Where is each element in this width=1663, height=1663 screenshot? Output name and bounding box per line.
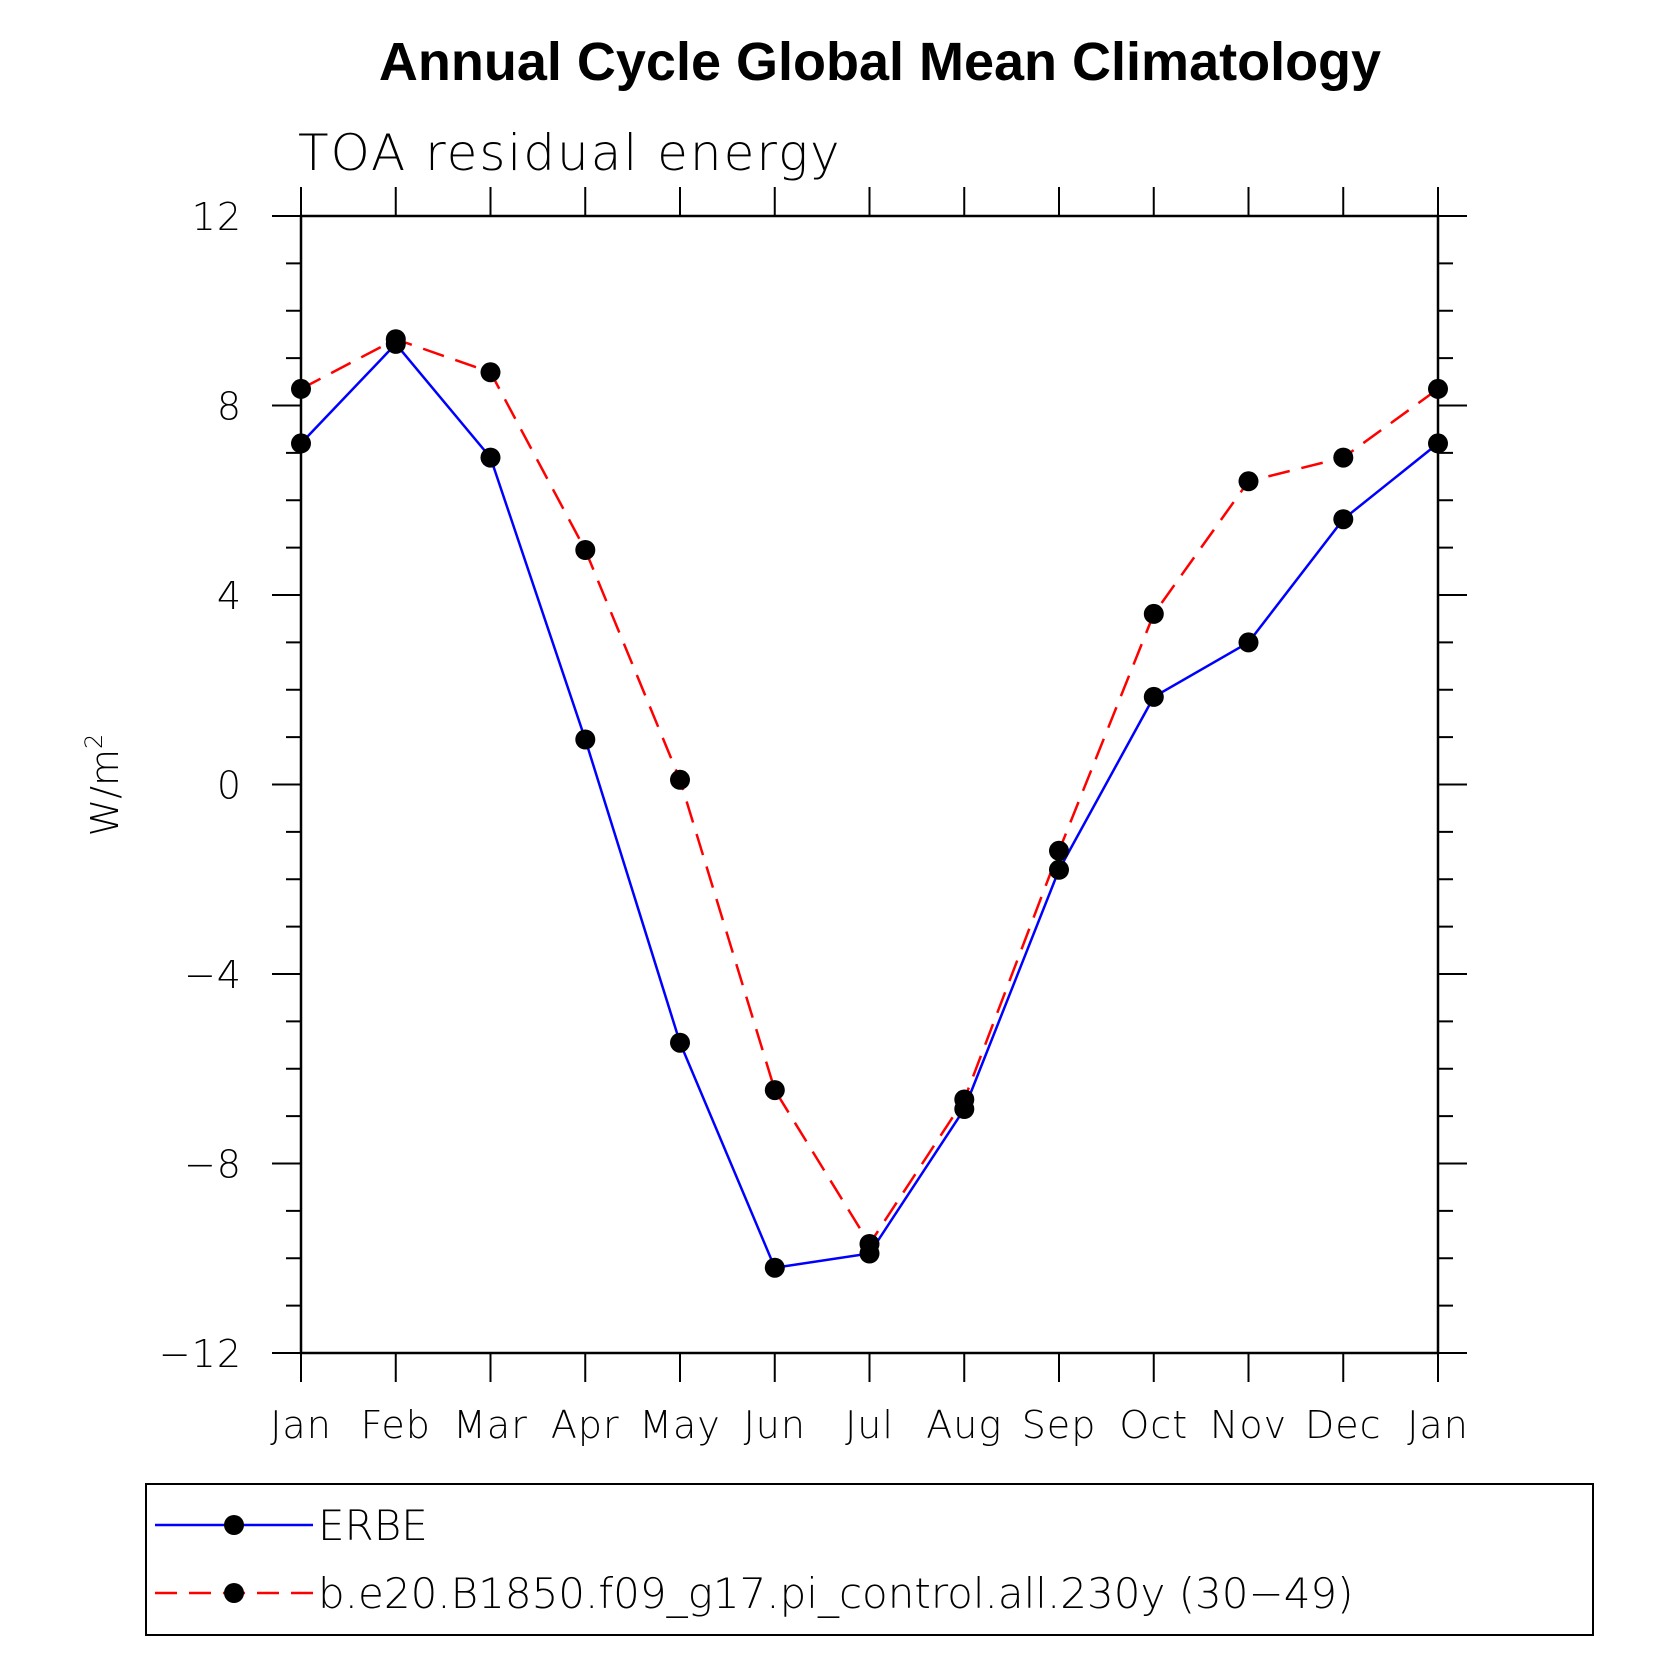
- x-tick-label: Feb: [361, 1403, 431, 1447]
- y-tick-label: 0: [217, 764, 242, 808]
- legend-label-1: ERBE: [318, 1501, 428, 1550]
- legend-marker-1: [224, 1515, 244, 1535]
- chart-subtitle: TOA residual energy: [298, 124, 842, 182]
- x-tick-label: Oct: [1119, 1403, 1188, 1447]
- series-2-point: [1143, 603, 1164, 624]
- y-tick-label: −12: [159, 1332, 242, 1376]
- legend: ERBE b.e20.B1850.f09_g17.pi_control.all.2…: [155, 1501, 1354, 1618]
- series-1-point: [1333, 509, 1354, 530]
- series-2-point: [1428, 378, 1448, 399]
- series-2-point: [670, 769, 690, 790]
- x-tick-label: Jan: [1407, 1403, 1469, 1447]
- y-axis-title: W/m2: [80, 734, 127, 837]
- x-tick-label: Aug: [926, 1403, 1002, 1447]
- plot-frame: [299, 214, 1440, 1355]
- x-tick-label: Mar: [453, 1403, 528, 1447]
- series-1-point: [1143, 686, 1164, 707]
- series-2-point: [764, 1080, 785, 1101]
- y-tick-label: 8: [217, 385, 242, 429]
- series-layer: [291, 329, 1448, 1278]
- y-tick-label: −8: [184, 1143, 242, 1187]
- x-tick-label: Sep: [1022, 1403, 1097, 1447]
- svg-text:W/m2: W/m2: [80, 734, 127, 837]
- x-tick-label: Nov: [1210, 1403, 1287, 1447]
- series-2-point: [480, 362, 501, 383]
- x-tick-label: Apr: [551, 1403, 620, 1447]
- series-1-point: [1428, 433, 1448, 454]
- x-tick-label: Dec: [1305, 1403, 1382, 1447]
- legend-box: [145, 1483, 1594, 1636]
- chart-title: Annual Cycle Global Mean Climatology: [379, 32, 1381, 92]
- series-2-point: [575, 540, 596, 560]
- series-2-point: [954, 1089, 975, 1110]
- x-tick-labels: Jan Feb Mar Apr May Jun Jul Aug Sep Oct Nov Dec Jan: [270, 1403, 1469, 1447]
- x-tick-label: May: [639, 1403, 721, 1447]
- series-2-point: [1333, 447, 1354, 468]
- y-tick-label: 12: [192, 195, 242, 239]
- series-1-point: [764, 1257, 785, 1278]
- y-tick-label: 4: [217, 574, 242, 618]
- y-axis-label-exponent: 2: [80, 734, 108, 749]
- x-tick-label: Jun: [744, 1403, 806, 1447]
- legend-label-2: b.e20.B1850.f09_g17.pi_control.all.230y …: [318, 1569, 1354, 1618]
- legend-marker-2: [224, 1583, 244, 1603]
- series-1-point: [291, 433, 311, 454]
- y-tick-label: −4: [184, 953, 242, 997]
- series-2-point: [1238, 471, 1259, 492]
- series-1-point: [575, 729, 596, 750]
- y-tick-labels: −12 −8 −4 0 4 8 12: [159, 195, 242, 1376]
- series-2-point: [859, 1234, 880, 1254]
- series-1-point: [1049, 859, 1069, 880]
- series-2-point: [291, 378, 311, 399]
- y-axis-label: W/m: [83, 749, 127, 836]
- x-tick-label: Jul: [845, 1403, 894, 1447]
- axis-ticks: [272, 187, 1467, 1382]
- x-tick-label: Jan: [270, 1403, 332, 1447]
- series-1-point: [480, 447, 501, 468]
- series-1-point: [1238, 632, 1259, 653]
- series-2-point: [385, 329, 406, 350]
- series-1-point: [670, 1032, 690, 1053]
- series-line-1: [300, 342, 1439, 1270]
- series-line-2: [300, 337, 1439, 1247]
- series-2-point: [1049, 840, 1069, 861]
